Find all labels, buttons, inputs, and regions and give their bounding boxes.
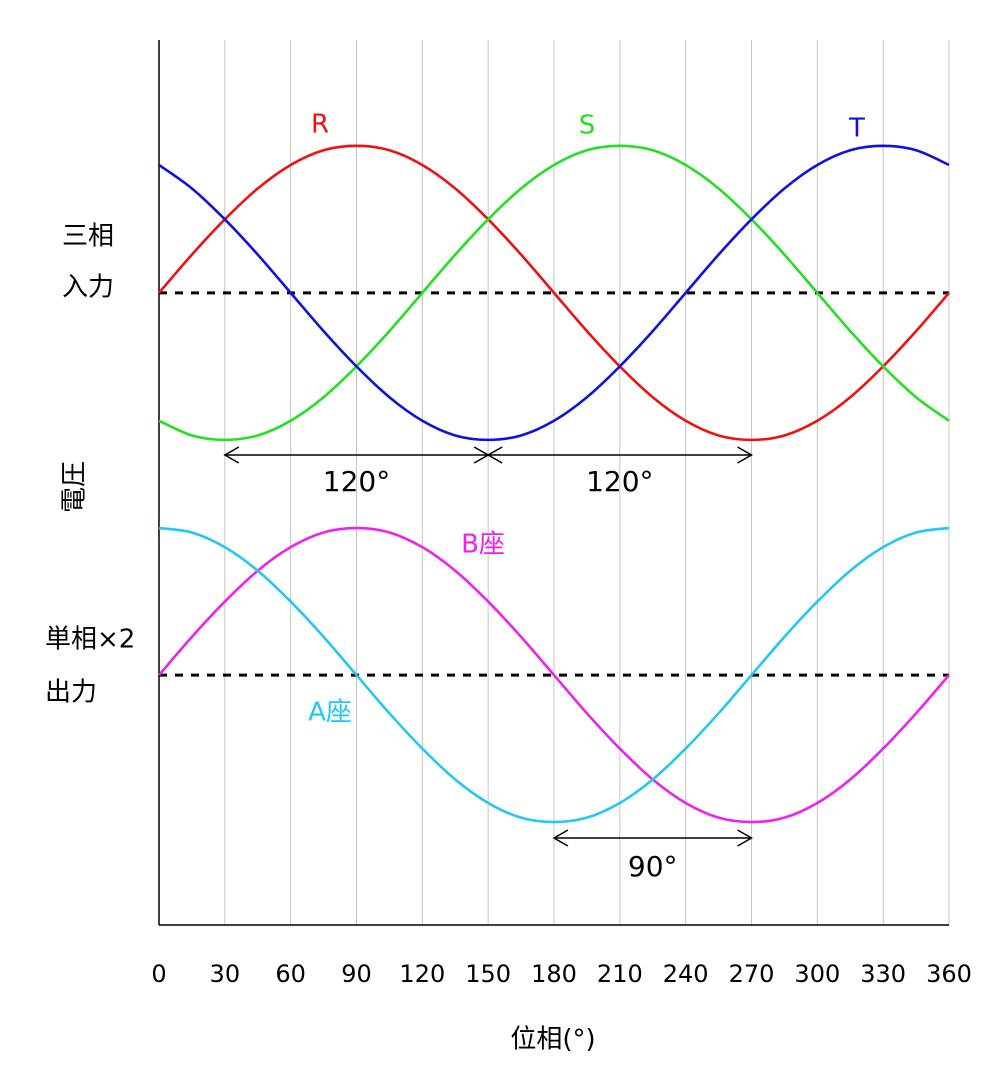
x-tick-label: 120 [399, 960, 445, 988]
x-tick-label: 150 [465, 960, 511, 988]
series-line [158, 144, 950, 442]
x-tick-label: 300 [794, 960, 840, 988]
annotation-label: 120° [586, 465, 653, 498]
series-line [158, 526, 950, 824]
arrow-head [223, 446, 240, 464]
arrow-head [552, 829, 569, 847]
x-tick-label: 30 [210, 960, 241, 988]
series-line [158, 144, 950, 442]
group-label: 単相×2 [45, 625, 135, 655]
arrow-head [486, 446, 503, 464]
series-line [158, 526, 950, 824]
x-tick-label: 270 [729, 960, 775, 988]
series-label: R [311, 110, 329, 140]
series-label: S [579, 111, 596, 141]
series-label: T [848, 114, 865, 144]
x-tick-label: 0 [151, 960, 166, 988]
x-tick-label: 330 [860, 960, 906, 988]
x-tick-label: 60 [275, 960, 306, 988]
series-label: A座 [308, 698, 352, 728]
y-axis-label: 電圧 [60, 461, 90, 513]
group-label: 三相 [62, 222, 114, 252]
x-tick-label: 90 [341, 960, 372, 988]
group-label: 入力 [62, 273, 114, 303]
arrow-head [737, 446, 754, 464]
series-line [158, 144, 950, 442]
series-label: B座 [461, 530, 505, 560]
x-tick-label: 180 [531, 960, 577, 988]
group-label: 出力 [45, 678, 97, 708]
arrow-head [737, 829, 754, 847]
x-tick-label: 240 [663, 960, 709, 988]
annotation-label: 120° [323, 465, 390, 498]
x-tick-label: 360 [926, 960, 972, 988]
annotation-label: 90° [628, 850, 678, 883]
x-tick-label: 210 [597, 960, 643, 988]
x-axis-label: 位相(°) [510, 1025, 595, 1055]
